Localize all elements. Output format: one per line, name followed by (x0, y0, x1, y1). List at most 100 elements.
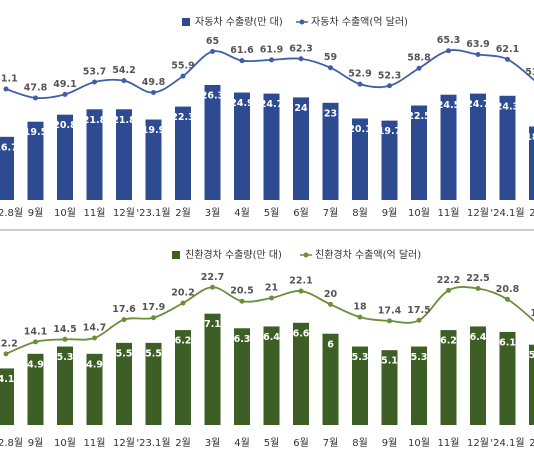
line-point (387, 318, 392, 324)
line-value-label: 62.3 (289, 43, 312, 54)
line-value-label: 14.5 (53, 324, 76, 335)
bar-value-label: 4.1 (0, 374, 14, 385)
x-tick-label: '24.1월 (490, 207, 524, 219)
legend-label: 자동차 수출액(억 달러) (311, 16, 408, 28)
bar (27, 121, 44, 200)
x-tick-label: 12월 (113, 207, 135, 219)
line-point (92, 335, 97, 341)
bar-value-label: 19.5 (24, 127, 47, 138)
bar-value-label: 6.2 (175, 336, 192, 347)
line-point (505, 56, 510, 62)
bar-value-label: 5.3 (57, 352, 74, 363)
bar (352, 118, 368, 200)
x-tick-label: 5월 (264, 207, 280, 219)
line-point (475, 51, 481, 57)
bar-value-label: 6.2 (440, 336, 457, 347)
line-value-label: 55.9 (171, 61, 194, 72)
x-tick-label: '22.8월 (0, 207, 23, 219)
bar-value-label: 22.5 (407, 111, 430, 122)
line-value-label: 20 (324, 289, 338, 300)
x-tick-label: 9월 (28, 207, 44, 219)
bar (116, 342, 132, 425)
bar-value-label: 4.9 (27, 359, 44, 370)
line-point (475, 286, 481, 292)
line-value-label: 65.3 (437, 35, 460, 46)
bar (145, 342, 162, 425)
x-tick-label: 12월 (113, 437, 135, 449)
bar-value-label: 24.7 (466, 99, 489, 110)
x-tick-label: 12월 (467, 437, 489, 449)
bar (86, 109, 103, 200)
bar (293, 97, 309, 200)
line-value-label: 21 (265, 283, 278, 294)
legend-swatch (172, 251, 180, 259)
bar (411, 105, 427, 200)
legend-swatch (303, 252, 309, 258)
bar-value-label: 6.6 (293, 328, 310, 339)
bar-value-label: 16.7 (0, 142, 18, 153)
line-point (180, 300, 186, 306)
line-point (446, 287, 451, 293)
x-tick-label: 3월 (205, 437, 221, 449)
x-tick-label: 7월 (323, 437, 339, 449)
legend-label: 친환경차 수출량(만 대) (185, 248, 282, 261)
line-value-label: 54.2 (112, 65, 135, 76)
bar-value-label: 22.3 (171, 112, 194, 123)
bar (381, 350, 398, 425)
x-tick-label: 9월 (28, 437, 44, 449)
bar (381, 120, 398, 200)
x-tick-label: 11월 (438, 437, 460, 449)
bar (352, 346, 368, 425)
bar (322, 333, 339, 425)
line-point (328, 65, 333, 71)
x-tick-label: 11월 (438, 207, 460, 219)
line-value-label: 47.8 (24, 82, 48, 93)
bar (27, 353, 44, 425)
bar (440, 330, 457, 425)
bar-value-label: 6.4 (470, 332, 487, 343)
line-point (416, 317, 422, 323)
line-value-label: 65 (206, 36, 219, 47)
line-value-label: 22.1 (289, 276, 312, 287)
bar-value-label: 24.5 (437, 100, 460, 111)
line-value-label: 61.6 (230, 45, 254, 56)
bar (234, 328, 250, 425)
bar (175, 106, 191, 200)
bar (0, 136, 14, 200)
bar-value-label: 24.7 (260, 99, 283, 110)
line-point (298, 288, 304, 294)
bar-value-label: 18.6 (525, 132, 534, 143)
line-value-label: 17.9 (142, 302, 165, 313)
bar-value-label: 5.5 (145, 348, 162, 359)
x-tick-label: 2월 (175, 207, 191, 219)
bar-value-label: 20.8 (53, 120, 77, 131)
line-value-label: 22.5 (466, 273, 489, 284)
bar (234, 92, 250, 200)
line-value-label: 14.7 (83, 323, 106, 334)
line-point (121, 317, 127, 323)
line-value-label: 52.3 (378, 70, 401, 81)
line-value-label: 53.7 (83, 67, 106, 78)
bar (145, 119, 162, 200)
line-point (3, 351, 9, 357)
bar-value-label: 26.3 (201, 90, 224, 101)
line-value-label: 12.2 (0, 338, 18, 349)
bar-value-label: 19.9 (142, 125, 165, 136)
line-value-label: 17.6 (112, 304, 136, 315)
line-point (92, 79, 97, 85)
bar (440, 94, 457, 200)
bar (116, 109, 132, 200)
line-point (505, 296, 510, 302)
bar (204, 313, 221, 425)
x-tick-label: 5월 (264, 437, 280, 449)
line-point (269, 295, 274, 301)
x-tick-label: 4월 (234, 437, 250, 449)
legend-swatch (299, 19, 305, 25)
bar-value-label: 5.1 (381, 356, 398, 367)
legend-swatch (182, 18, 190, 26)
line-value-label: 18 (353, 302, 367, 313)
line-point (210, 284, 215, 290)
bar (293, 322, 309, 425)
